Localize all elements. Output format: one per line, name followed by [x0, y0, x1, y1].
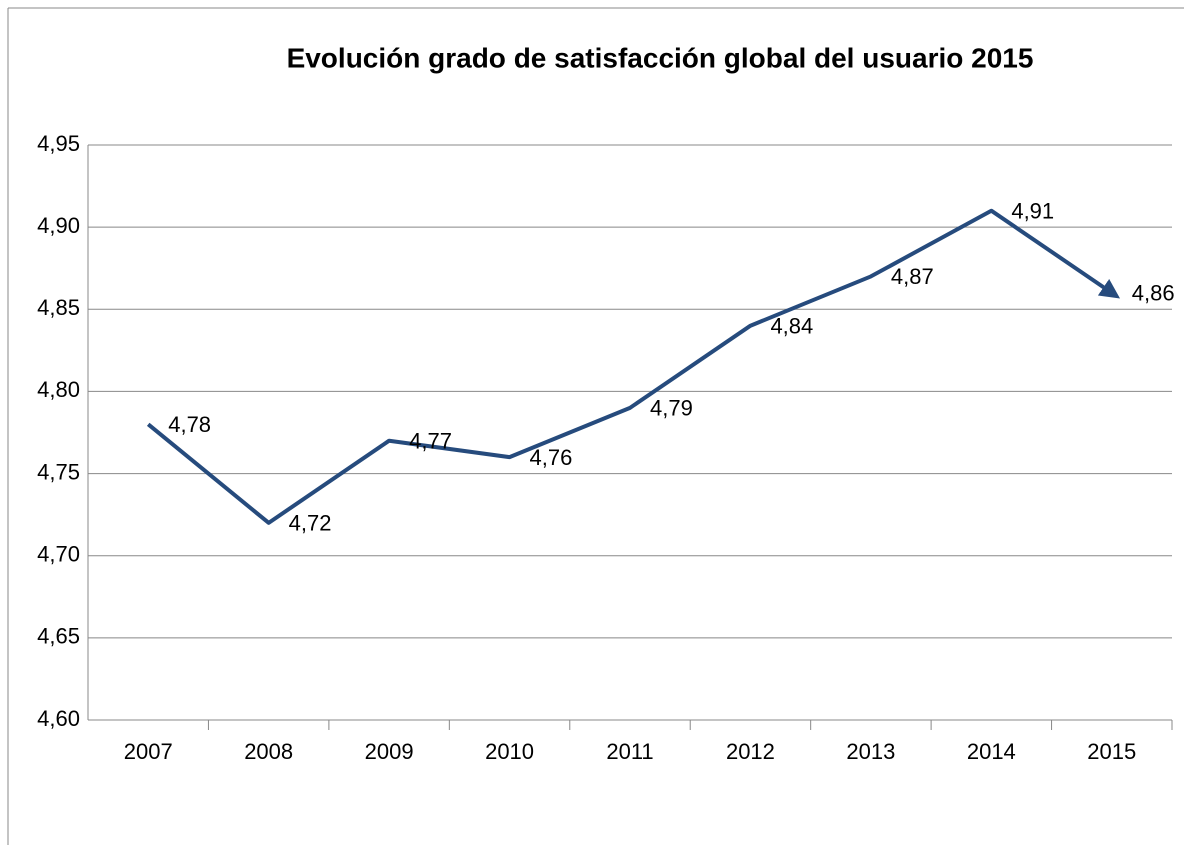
y-tick-label: 4,80	[37, 377, 80, 402]
x-tick-label: 2013	[846, 739, 895, 764]
data-label: 4,76	[530, 445, 573, 470]
x-tick-label: 2012	[726, 739, 775, 764]
data-label: 4,78	[168, 412, 211, 437]
x-tick-label: 2014	[967, 739, 1016, 764]
data-label: 4,72	[289, 511, 332, 536]
y-tick-label: 4,85	[37, 295, 80, 320]
y-tick-label: 4,90	[37, 213, 80, 238]
data-label: 4,84	[770, 314, 813, 339]
y-tick-label: 4,65	[37, 624, 80, 649]
x-tick-label: 2011	[606, 739, 653, 764]
x-tick-label: 2009	[365, 739, 414, 764]
data-label: 4,86	[1132, 281, 1175, 306]
x-tick-label: 2015	[1087, 739, 1136, 764]
data-label: 4,77	[409, 429, 452, 454]
x-tick-label: 2008	[244, 739, 293, 764]
data-label: 4,79	[650, 396, 693, 421]
x-tick-label: 2010	[485, 739, 534, 764]
y-tick-label: 4,60	[37, 706, 80, 731]
y-tick-label: 4,95	[37, 131, 80, 156]
y-tick-label: 4,70	[37, 542, 80, 567]
chart-title: Evolución grado de satisfacción global d…	[287, 42, 1034, 73]
x-tick-label: 2007	[124, 739, 173, 764]
data-label: 4,91	[1011, 199, 1054, 224]
line	[146, 208, 1121, 525]
data-label: 4,87	[891, 264, 934, 289]
y-tick-label: 4,75	[37, 459, 80, 484]
